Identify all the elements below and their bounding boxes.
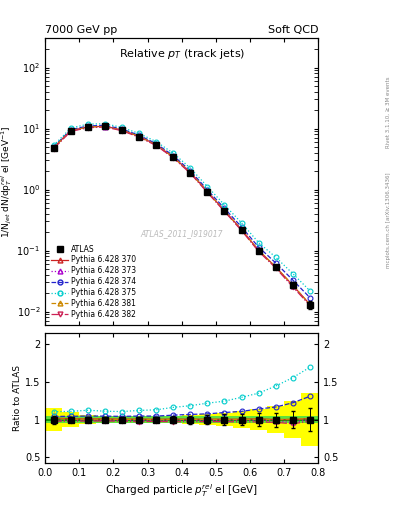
Bar xyxy=(130,416,148,423)
Text: Relative $p_T$ (track jets): Relative $p_T$ (track jets) xyxy=(119,47,245,61)
Bar xyxy=(301,393,318,446)
Bar xyxy=(96,416,114,423)
Bar xyxy=(301,416,318,423)
Bar xyxy=(267,416,284,423)
Bar xyxy=(62,416,79,423)
Bar xyxy=(165,416,182,423)
Bar xyxy=(79,416,96,423)
X-axis label: Charged particle $p_T^{rel}$ el [GeV]: Charged particle $p_T^{rel}$ el [GeV] xyxy=(105,482,258,499)
Bar xyxy=(284,416,301,423)
Bar xyxy=(284,401,301,438)
Bar xyxy=(114,416,130,423)
Bar xyxy=(199,414,216,425)
Y-axis label: 1/N$_{jet}$ dN/dp$_T^{rel}$ el [GeV$^{-1}$]: 1/N$_{jet}$ dN/dp$_T^{rel}$ el [GeV$^{-1… xyxy=(0,125,14,238)
Bar xyxy=(250,416,267,423)
Bar xyxy=(45,416,62,423)
Bar xyxy=(148,416,165,423)
Text: mcplots.cern.ch [arXiv:1306.3436]: mcplots.cern.ch [arXiv:1306.3436] xyxy=(386,173,391,268)
Text: ATLAS_2011_I919017: ATLAS_2011_I919017 xyxy=(141,229,223,238)
Bar xyxy=(165,416,182,423)
Legend: ATLAS, Pythia 6.428 370, Pythia 6.428 373, Pythia 6.428 374, Pythia 6.428 375, P: ATLAS, Pythia 6.428 370, Pythia 6.428 37… xyxy=(49,242,139,322)
Bar xyxy=(233,411,250,428)
Bar xyxy=(114,416,130,423)
Bar xyxy=(199,416,216,423)
Bar xyxy=(79,415,96,424)
Bar xyxy=(62,412,79,427)
Y-axis label: Ratio to ATLAS: Ratio to ATLAS xyxy=(13,365,22,431)
Bar xyxy=(148,416,165,423)
Bar xyxy=(182,416,199,423)
Bar xyxy=(216,413,233,426)
Bar xyxy=(182,415,199,424)
Text: 7000 GeV pp: 7000 GeV pp xyxy=(45,25,118,35)
Text: Soft QCD: Soft QCD xyxy=(268,25,318,35)
Bar xyxy=(130,416,148,423)
Bar xyxy=(45,408,62,431)
Bar xyxy=(216,416,233,423)
Bar xyxy=(267,406,284,433)
Bar xyxy=(250,409,267,430)
Bar xyxy=(233,416,250,423)
Bar xyxy=(96,416,114,423)
Text: Rivet 3.1.10, ≥ 3M events: Rivet 3.1.10, ≥ 3M events xyxy=(386,77,391,148)
